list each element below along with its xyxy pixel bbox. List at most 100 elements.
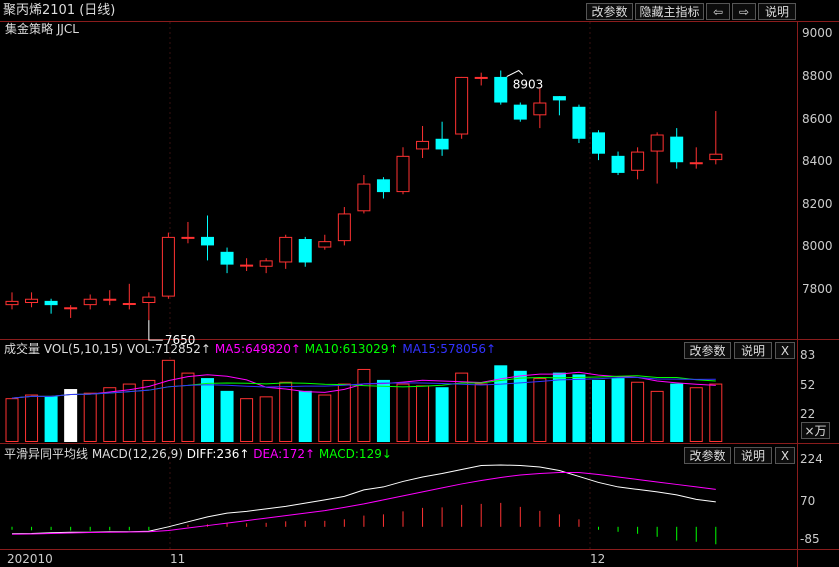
price-tick-8600: 8600 — [802, 112, 833, 126]
macd-value: MACD:129↓ — [318, 447, 392, 461]
candle-body-down — [298, 239, 312, 263]
volume-bar-down — [220, 390, 234, 442]
volume-tick-22: 22 — [800, 407, 816, 421]
volume-bar-up — [631, 381, 645, 443]
y-axis-divider — [797, 21, 798, 567]
candle-body-up — [25, 298, 39, 304]
volume-ma15-line — [11, 376, 716, 399]
price-panel-bottom — [0, 339, 839, 340]
volume-bar-down — [592, 379, 605, 442]
candle-body-up — [240, 264, 254, 267]
volume-bar-down — [376, 379, 390, 442]
volume-help-button[interactable]: 说明 — [734, 342, 772, 359]
macd-label: 平滑异同平均线 MACD(12,26,9) — [4, 447, 183, 461]
volume-change-params-button[interactable]: 改参数 — [684, 342, 731, 359]
candle-body-up — [103, 298, 117, 301]
volume-bar-down — [494, 365, 508, 442]
volume-bar-down — [44, 396, 58, 442]
volume-bar-down — [513, 370, 527, 442]
price-tick-8200: 8200 — [802, 197, 833, 211]
candle-body-down — [44, 300, 58, 306]
candle-body-down — [494, 76, 508, 103]
volume-bar-up — [161, 359, 175, 442]
high-marker-line — [506, 69, 524, 77]
candle-body-up — [689, 162, 703, 165]
macd-tick-70: 70 — [800, 494, 816, 508]
volume-bar-up — [357, 368, 371, 442]
header-divider — [0, 21, 839, 22]
macd-panel-bottom — [0, 549, 839, 550]
candle-body-up — [259, 260, 273, 267]
hide-main-indicator-button[interactable]: 隐藏主指标 — [635, 3, 704, 20]
volume-bar-up — [533, 378, 547, 442]
candle-body-down — [670, 136, 684, 163]
candle-body-up — [455, 76, 469, 135]
candle-body-up — [396, 155, 410, 193]
candle-body-down — [201, 236, 214, 246]
candle-body-up — [142, 296, 156, 304]
right-arrow-button[interactable]: ⇨ — [732, 3, 756, 20]
macd-change-params-button[interactable]: 改参数 — [684, 447, 731, 464]
candle-body-up — [631, 151, 645, 171]
volume-tick-83: 83 — [800, 348, 816, 362]
macd-tick-minus85: -85 — [800, 532, 820, 546]
help-button[interactable]: 说明 — [758, 3, 796, 20]
volume-close-button[interactable]: X — [775, 342, 795, 359]
volume-bar-up — [181, 372, 195, 443]
low-marker-line — [148, 320, 163, 341]
high-price-label: 8903 — [513, 78, 544, 92]
volume-bar-up — [142, 379, 156, 443]
volume-ma10: MA10:613029↑ — [304, 342, 399, 356]
candle-body-up — [5, 300, 19, 306]
macd-help-button[interactable]: 说明 — [734, 447, 772, 464]
candle-body-up — [533, 102, 547, 116]
volume-unit-toggle[interactable]: ×万 — [801, 422, 830, 439]
volume-bar-up — [83, 392, 97, 442]
x-label-202010: 202010 — [7, 552, 53, 566]
volume-bar-up — [416, 385, 430, 442]
volume-bar-up — [455, 372, 469, 443]
x-label-11: 11 — [170, 552, 186, 566]
candle-body-up — [83, 298, 97, 306]
volume-bar-up — [650, 390, 664, 443]
candle-body-down — [376, 179, 390, 193]
volume-bar-up — [240, 398, 254, 443]
macd-diff: DIFF:236↑ — [186, 447, 250, 461]
candle-body-down — [611, 155, 625, 173]
volume-bar-up — [122, 383, 136, 442]
candle-body-up — [337, 213, 351, 242]
candle-body-down — [552, 96, 566, 101]
volume-bar-down — [201, 378, 214, 442]
candle-body-up — [474, 76, 488, 79]
volume-bar-white — [64, 389, 78, 442]
candle-body-down — [220, 251, 234, 265]
candle-body-up — [181, 236, 195, 239]
candle-body-down — [513, 104, 527, 120]
volume-bar-up — [689, 387, 703, 442]
macd-close-button[interactable]: X — [775, 447, 795, 464]
volume-bar-down — [611, 378, 625, 442]
price-tick-8400: 8400 — [802, 154, 833, 168]
volume-bar-down — [298, 390, 312, 442]
candle-body-down — [435, 138, 449, 150]
left-arrow-button[interactable]: ⇦ — [706, 3, 730, 20]
volume-bar-up — [337, 383, 351, 442]
candle-body-down — [592, 132, 605, 154]
candle-body-up — [122, 303, 136, 306]
price-tick-9000: 9000 — [802, 26, 833, 40]
candle-body-up — [709, 153, 723, 161]
window-title: 聚丙烯2101 (日线) — [3, 3, 116, 18]
volume-bar-up — [318, 394, 332, 442]
volume-bar-up — [259, 396, 273, 443]
macd-tick-224: 224 — [800, 452, 823, 466]
candle-body-down — [572, 106, 586, 139]
volume-panel-bottom — [0, 443, 839, 444]
price-tick-8800: 8800 — [802, 69, 833, 83]
volume-bar-up — [25, 394, 39, 442]
volume-bar-down — [572, 374, 586, 442]
volume-ma15: MA15:578056↑ — [402, 342, 497, 356]
change-params-button[interactable]: 改参数 — [586, 3, 633, 20]
macd-panel-title: 平滑异同平均线 MACD(12,26,9) DIFF:236↑ DEA:172↑… — [4, 446, 392, 462]
candle-body-up — [416, 140, 430, 150]
